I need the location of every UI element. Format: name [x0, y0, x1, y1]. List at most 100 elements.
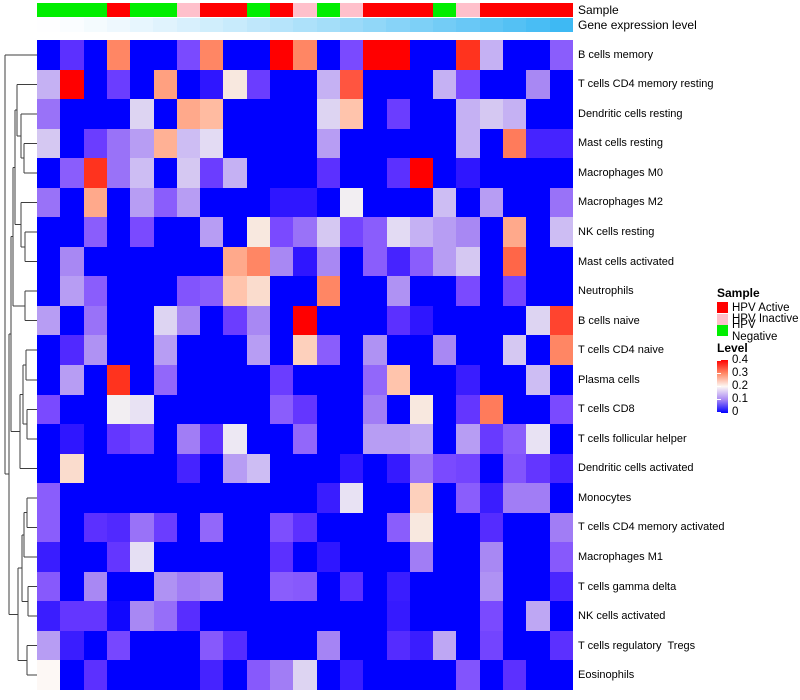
- heatmap-cell: [316, 660, 340, 690]
- heatmap-cell: [270, 69, 294, 100]
- heatmap-cell: [200, 69, 224, 100]
- heatmap-cell: [270, 128, 294, 159]
- heatmap-cell: [106, 453, 131, 484]
- heatmap-cell: [60, 453, 84, 484]
- sample-annotation-cell: [83, 3, 107, 17]
- heatmap-cell: [200, 364, 224, 395]
- heatmap-cell: [409, 483, 434, 513]
- heatmap-cell: [503, 424, 527, 454]
- heatmap-cell: [130, 630, 154, 661]
- sample-legend-title: Sample: [717, 286, 760, 300]
- sample-annotation-cell: [60, 3, 84, 17]
- row-labels: B cells memory T cells CD4 memory resting…: [578, 40, 798, 690]
- heatmap-cell: [339, 40, 364, 70]
- heatmap-cell: [456, 601, 480, 631]
- heatmap-cell: [549, 453, 573, 484]
- heatmap-cell: [316, 217, 340, 247]
- heatmap-cell: [386, 40, 410, 70]
- heatmap-cell: [433, 394, 457, 425]
- heatmap-cell: [153, 512, 177, 543]
- sample-annotation-cell: [549, 3, 573, 17]
- heatmap-cell: [176, 217, 201, 247]
- heatmap-cell: [37, 571, 61, 602]
- heatmap-cell: [503, 364, 527, 395]
- heatmap-cell: [409, 99, 434, 129]
- heatmap-cell: [549, 69, 573, 100]
- heatmap-cell: [176, 40, 201, 70]
- heatmap-cell: [433, 158, 457, 188]
- heatmap-cell: [293, 364, 317, 395]
- heatmap-cell: [456, 512, 480, 543]
- heatmap-cell: [433, 512, 457, 543]
- heatmap-cell: [479, 394, 504, 425]
- gene-expression-cell: [339, 18, 364, 32]
- heatmap-cell: [339, 99, 364, 129]
- heatmap-cell: [176, 571, 201, 602]
- heatmap-cell: [479, 601, 504, 631]
- heatmap-cell: [130, 128, 154, 159]
- heatmap-cell: [549, 601, 573, 631]
- heatmap-cell: [386, 99, 410, 129]
- heatmap-cell: [223, 424, 247, 454]
- heatmap-cell: [270, 483, 294, 513]
- heatmap-cell: [363, 424, 387, 454]
- heatmap-cell: [433, 305, 457, 336]
- sample-annotation-cell: [339, 3, 364, 17]
- heatmap-cell: [83, 305, 107, 336]
- heatmap-cell: [316, 601, 340, 631]
- heatmap-cell: [37, 187, 61, 218]
- heatmap-cell: [37, 364, 61, 395]
- heatmap-cell: [503, 601, 527, 631]
- heatmap-cell: [153, 630, 177, 661]
- row-label: Dendritic cells resting: [578, 107, 683, 120]
- heatmap-cell: [200, 276, 224, 306]
- heatmap-cell: [316, 630, 340, 661]
- heatmap-cell: [200, 542, 224, 572]
- heatmap-cell: [479, 660, 504, 690]
- heatmap-cell: [456, 394, 480, 425]
- gene-expression-cell: [409, 18, 434, 32]
- heatmap-cell: [176, 394, 201, 425]
- gene-expression-cell: [293, 18, 317, 32]
- heatmap-cell: [363, 542, 387, 572]
- heatmap-cell: [246, 246, 271, 277]
- heatmap-cell: [130, 601, 154, 631]
- heatmap-cell: [106, 217, 131, 247]
- row-label: B cells naive: [578, 314, 640, 327]
- heatmap-cell: [386, 276, 410, 306]
- heatmap-cell: [503, 571, 527, 602]
- heatmap-cell: [246, 424, 271, 454]
- heatmap-cell: [386, 69, 410, 100]
- heatmap-cell: [106, 40, 131, 70]
- heatmap-cell: [456, 40, 480, 70]
- gene-expression-cell: [153, 18, 177, 32]
- heatmap-cell: [526, 364, 550, 395]
- heatmap-cell: [223, 217, 247, 247]
- heatmap-cell: [386, 217, 410, 247]
- row-label: T cells CD4 memory resting: [578, 78, 714, 91]
- heatmap-cell: [503, 512, 527, 543]
- heatmap-cell: [409, 542, 434, 572]
- gene-expression-cell: [386, 18, 410, 32]
- heatmap-cell: [526, 128, 550, 159]
- heatmap-cell: [386, 246, 410, 277]
- heatmap-cell: [246, 453, 271, 484]
- heatmap-cell: [60, 305, 84, 336]
- heatmap-cell: [293, 483, 317, 513]
- heatmap-cell: [526, 394, 550, 425]
- gene-expression-cell: [106, 18, 131, 32]
- heatmap-cell: [433, 187, 457, 218]
- heatmap-cell: [60, 424, 84, 454]
- heatmap-cell: [60, 601, 84, 631]
- heatmap-cell: [246, 187, 271, 218]
- level-tick-label: 0.3: [732, 366, 748, 379]
- row-label: Dendritic cells activated: [578, 462, 694, 475]
- sample-annotation-cell: [176, 3, 201, 17]
- heatmap-cell: [409, 128, 434, 159]
- heatmap-cell: [153, 571, 177, 602]
- heatmap-cell: [37, 512, 61, 543]
- heatmap-cell: [83, 364, 107, 395]
- heatmap-cell: [176, 483, 201, 513]
- sample-annotation-cell: [433, 3, 457, 17]
- heatmap-cell: [503, 335, 527, 365]
